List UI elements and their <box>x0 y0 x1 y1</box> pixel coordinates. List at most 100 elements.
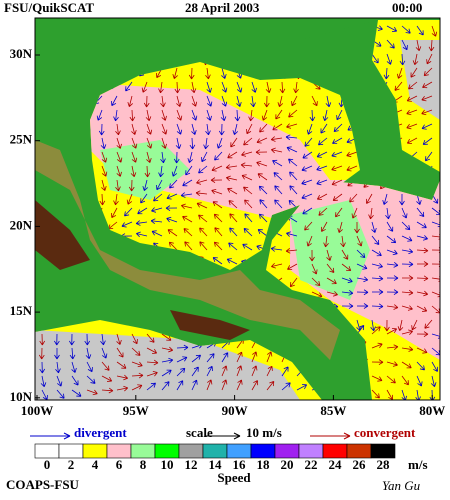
wind-arrow <box>131 347 141 356</box>
colorbar-label: 2 <box>68 457 75 472</box>
wind-arrow <box>416 221 427 229</box>
wind-arrow <box>281 366 289 377</box>
wind-arrow <box>371 342 383 349</box>
colorbar-swatch <box>298 443 324 459</box>
wind-arrow <box>196 179 208 185</box>
wind-arrow <box>151 230 163 237</box>
wind-arrow <box>131 361 143 368</box>
wind-arrow <box>137 207 148 215</box>
wind-arrow <box>250 95 256 108</box>
wind-arrow <box>86 375 96 384</box>
wind-arrow <box>401 275 414 281</box>
wind-arrow <box>161 109 167 121</box>
wind-arrow <box>125 81 133 92</box>
wind-arrow <box>426 53 433 65</box>
wind-arrow <box>401 25 411 34</box>
lon-label: 100W <box>21 403 54 418</box>
wind-arrow <box>416 290 429 297</box>
wind-arrow <box>406 109 418 116</box>
wind-arrow <box>212 257 223 265</box>
colorbar-swatch <box>370 443 396 459</box>
wind-arrow <box>354 221 360 234</box>
wind-arrow <box>71 375 79 386</box>
wind-arrow <box>386 375 396 384</box>
wind-arrow <box>203 137 209 150</box>
wind-arrow <box>309 249 315 262</box>
wind-arrow <box>408 81 418 90</box>
wind-arrow <box>168 241 178 251</box>
wind-arrow <box>213 213 223 223</box>
lon-label: 90W <box>222 403 248 418</box>
wind-arrow <box>371 249 382 257</box>
wind-arrow <box>356 303 369 309</box>
wind-arrow <box>371 221 377 233</box>
wind-arrow <box>386 344 399 350</box>
wind-arrow <box>271 262 283 269</box>
wind-arrow <box>341 249 349 260</box>
wind-arrow <box>302 207 313 215</box>
wind-arrow <box>371 303 384 310</box>
wind-arrow <box>161 357 174 364</box>
wind-arrow <box>135 220 148 226</box>
wind-arrow <box>129 109 136 122</box>
lon-label: 80W <box>419 403 445 418</box>
wind-arrow <box>286 231 298 237</box>
wind-arrow <box>180 192 193 198</box>
wind-arrow <box>406 95 418 102</box>
lat-label: 20N <box>10 217 33 232</box>
colorbar-swatch <box>154 443 180 459</box>
wind-arrow <box>425 151 433 162</box>
wind-arrow <box>371 326 381 335</box>
wind-arrow <box>385 207 391 220</box>
colorbar-title: Speed <box>217 470 251 485</box>
colorbar: 0 2 4 6 8 10 12 14 16 18 20 22 24 26 28 <box>34 443 396 472</box>
wind-arrow <box>304 137 313 147</box>
wind-arrow <box>188 67 195 80</box>
wind-arrow <box>341 277 353 284</box>
wind-arrow <box>236 81 243 93</box>
wind-arrow <box>69 347 76 360</box>
wind-arrow <box>54 347 60 360</box>
wind-arrow <box>270 136 283 142</box>
wind-arrow <box>261 109 268 121</box>
wind-arrow <box>371 275 384 282</box>
wind-arrow <box>176 367 186 377</box>
wind-arrow <box>399 193 405 206</box>
wind-arrow <box>285 247 298 254</box>
wind-arrow <box>236 351 243 363</box>
wind-arrow <box>351 207 358 219</box>
wind-arrow <box>415 39 422 52</box>
wind-arrow <box>326 277 337 285</box>
wind-arrow <box>221 95 228 107</box>
wind-arrow <box>422 137 433 145</box>
wind-arrow <box>116 374 129 381</box>
colorbar-label: 16 <box>233 457 247 472</box>
wind-arrow <box>365 193 373 204</box>
wind-arrow <box>182 215 193 223</box>
speed-zone <box>40 80 330 220</box>
colorbar-swatch <box>106 443 132 459</box>
colorbar-label: 0 <box>44 457 51 472</box>
wind-arrow <box>205 67 211 80</box>
colorbar-swatch <box>130 443 156 459</box>
wind-arrow <box>266 380 275 391</box>
wind-arrow <box>127 95 133 107</box>
wind-arrow <box>302 151 313 159</box>
wind-arrow <box>273 172 283 181</box>
wind-arrow <box>54 333 60 346</box>
wind-arrow <box>356 289 369 296</box>
wind-arrow <box>201 151 208 163</box>
wind-arrow <box>199 227 208 237</box>
wind-arrow <box>236 379 243 391</box>
speed-zone <box>100 140 190 200</box>
wind-arrow <box>191 366 199 377</box>
wind-arrow <box>175 137 182 150</box>
wind-arrow <box>331 179 343 186</box>
wind-arrow <box>320 221 328 232</box>
wind-arrow <box>225 175 238 182</box>
mountains <box>35 200 250 340</box>
wind-arrow <box>214 151 223 161</box>
wind-arrow <box>415 389 421 400</box>
wind-arrow <box>301 165 313 172</box>
wind-arrow <box>322 109 329 122</box>
